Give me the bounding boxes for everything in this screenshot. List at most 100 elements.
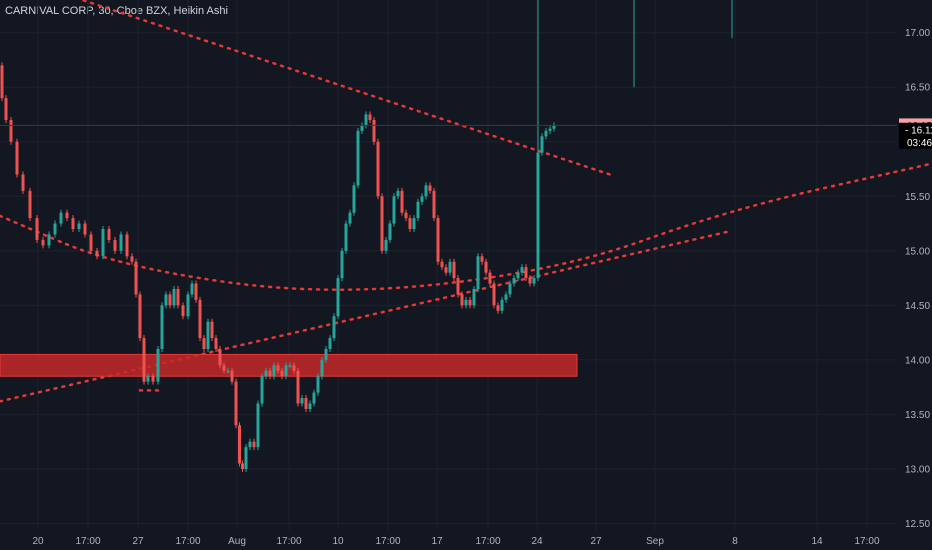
candle-body: [480, 256, 484, 262]
candle-body: [107, 229, 111, 240]
candle-body: [464, 299, 468, 306]
candle-body: [134, 261, 138, 295]
candle-body: [125, 234, 129, 257]
candle-body: [448, 261, 452, 273]
candle-body: [412, 218, 416, 230]
candle-body: [380, 196, 384, 251]
x-tick-label: 17:00: [175, 536, 200, 547]
y-tick-label: 15.00: [905, 246, 930, 257]
candle-body: [512, 278, 516, 284]
candle-body: [388, 223, 392, 240]
candle-body: [71, 218, 75, 230]
candle-body: [95, 250, 99, 257]
candle-body: [508, 283, 512, 295]
x-tick-label: 27: [590, 536, 602, 547]
candle-body: [130, 256, 134, 262]
candle-body: [119, 234, 123, 251]
candle-body: [484, 261, 488, 273]
candle-body: [452, 261, 456, 279]
candle-body: [234, 381, 238, 426]
x-tick-label: 27: [132, 536, 144, 547]
candle-body: [53, 223, 57, 235]
candle-body: [168, 294, 172, 306]
trendline: [78, 0, 612, 176]
current-price-badge: [899, 122, 932, 149]
trendline: [0, 162, 932, 291]
candle-body: [344, 223, 348, 251]
candle-body: [468, 299, 472, 306]
candle-body: [496, 305, 500, 311]
x-tick-label: Aug: [228, 536, 246, 547]
candle-body: [186, 294, 190, 317]
x-tick-label: 8: [732, 536, 738, 547]
drawings-layer: [0, 0, 932, 403]
y-tick-label: 12.50: [905, 519, 930, 530]
x-tick-label: 24: [531, 536, 543, 547]
y-tick-label: 13.00: [905, 464, 930, 475]
trendline: [0, 229, 732, 403]
candle-body: [176, 288, 180, 306]
candle-body: [456, 278, 460, 295]
candle-body: [440, 261, 444, 268]
candle-body: [368, 114, 372, 120]
y-tick-label: 15.50: [905, 192, 930, 203]
candle-body: [356, 130, 360, 186]
candle-body: [284, 365, 288, 377]
x-tick-label: 17:00: [375, 536, 400, 547]
candle-body: [138, 294, 142, 339]
candle-body: [324, 348, 328, 360]
candle-body: [428, 185, 432, 191]
candle-body: [400, 190, 404, 213]
candle-body: [113, 239, 117, 251]
candle-body: [536, 152, 540, 279]
candles-layer: [0, 0, 733, 472]
x-tick-label: Sep: [646, 536, 664, 547]
candle-body: [146, 376, 150, 382]
candle-body: [524, 267, 528, 279]
candle-body: [206, 321, 210, 349]
candle-body: [288, 365, 292, 367]
candle-body: [336, 278, 340, 317]
candle-body: [4, 98, 8, 120]
x-tick-label: 17:00: [475, 536, 500, 547]
candle-body: [504, 294, 508, 300]
candle-body: [528, 278, 532, 284]
candle-body: [65, 212, 69, 219]
y-tick-label: 14.50: [905, 301, 930, 312]
candle-body: [492, 283, 496, 306]
candle-body: [500, 299, 504, 311]
candle-body: [520, 267, 524, 273]
candle-body: [252, 441, 256, 448]
candle-body: [238, 425, 241, 464]
candle-body: [340, 250, 344, 279]
candle-body: [230, 370, 234, 382]
candle-body: [300, 398, 304, 404]
candle-body: [151, 376, 155, 382]
candle-body: [364, 114, 368, 126]
candle-body: [304, 398, 308, 409]
candle-body: [348, 212, 352, 224]
candle-body: [260, 376, 264, 404]
candle-body: [156, 348, 160, 382]
candle-body: [296, 370, 300, 404]
candle-body: [548, 128, 552, 131]
candle-body: [328, 338, 332, 349]
candle-body: [516, 272, 520, 279]
candle-body: [202, 338, 206, 349]
candle-body: [0, 65, 4, 99]
x-tick-label: 17:00: [276, 536, 301, 547]
x-tick-label: 17:00: [75, 536, 100, 547]
grid: [0, 0, 897, 530]
candle-body: [312, 392, 316, 404]
candle-body: [444, 267, 448, 273]
candle-body: [476, 256, 480, 289]
candle-body: [35, 218, 39, 240]
candle-body: [488, 272, 492, 284]
candle-body: [198, 299, 202, 339]
candle-body: [164, 294, 168, 306]
x-tick-label: 20: [32, 536, 44, 547]
candle-body: [21, 174, 25, 191]
y-tick-label: 13.50: [905, 410, 930, 421]
candle-body: [244, 447, 248, 469]
